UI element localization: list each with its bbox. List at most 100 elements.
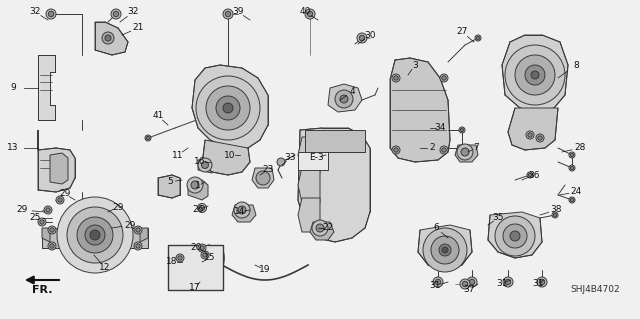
Text: 29: 29 — [16, 205, 28, 214]
Circle shape — [50, 244, 54, 248]
Text: 34: 34 — [435, 123, 445, 132]
Circle shape — [134, 226, 142, 234]
Text: 39: 39 — [232, 8, 244, 17]
Circle shape — [461, 148, 469, 156]
Circle shape — [460, 128, 463, 132]
Circle shape — [216, 96, 240, 120]
Text: 2: 2 — [429, 144, 435, 152]
Circle shape — [223, 103, 233, 113]
Text: E-3: E-3 — [308, 153, 323, 162]
Polygon shape — [252, 168, 274, 188]
Circle shape — [223, 9, 233, 19]
Text: 27: 27 — [456, 27, 468, 36]
Circle shape — [537, 277, 547, 287]
Text: 28: 28 — [574, 144, 586, 152]
Circle shape — [503, 224, 527, 248]
Circle shape — [113, 11, 119, 17]
Circle shape — [56, 196, 64, 204]
Polygon shape — [42, 228, 148, 248]
Circle shape — [102, 32, 114, 44]
Polygon shape — [508, 108, 558, 150]
Circle shape — [392, 146, 400, 154]
Circle shape — [538, 136, 542, 140]
Circle shape — [423, 228, 467, 272]
Polygon shape — [328, 84, 362, 112]
Text: 23: 23 — [262, 166, 274, 174]
Circle shape — [277, 158, 285, 166]
Polygon shape — [192, 65, 268, 148]
Text: 4: 4 — [349, 87, 355, 97]
Circle shape — [147, 136, 150, 140]
Circle shape — [58, 198, 62, 202]
Circle shape — [46, 9, 56, 19]
Circle shape — [536, 134, 544, 142]
Circle shape — [335, 90, 353, 108]
Bar — [168, 245, 223, 290]
Circle shape — [540, 279, 545, 285]
Circle shape — [505, 45, 565, 105]
Text: 31: 31 — [532, 279, 544, 288]
Circle shape — [206, 86, 250, 130]
Polygon shape — [198, 160, 218, 173]
Circle shape — [238, 206, 246, 214]
Circle shape — [48, 242, 56, 250]
Circle shape — [569, 152, 575, 158]
Polygon shape — [95, 22, 128, 55]
Circle shape — [44, 206, 52, 214]
Text: 20: 20 — [190, 243, 202, 253]
Circle shape — [203, 253, 207, 257]
Polygon shape — [50, 153, 68, 184]
Circle shape — [200, 246, 204, 250]
Circle shape — [136, 244, 140, 248]
Circle shape — [316, 224, 324, 232]
Circle shape — [187, 177, 203, 193]
Text: 29: 29 — [112, 203, 124, 211]
Circle shape — [526, 131, 534, 139]
Circle shape — [442, 247, 448, 253]
Circle shape — [394, 148, 398, 152]
Circle shape — [198, 158, 212, 172]
Circle shape — [359, 35, 365, 41]
Circle shape — [198, 244, 206, 252]
Polygon shape — [298, 137, 320, 173]
Circle shape — [134, 242, 142, 250]
Polygon shape — [38, 55, 55, 120]
Polygon shape — [455, 145, 478, 162]
Circle shape — [225, 11, 231, 17]
Circle shape — [305, 9, 315, 19]
Circle shape — [459, 127, 465, 133]
Text: 6: 6 — [433, 224, 439, 233]
Circle shape — [50, 228, 54, 232]
Circle shape — [503, 277, 513, 287]
Text: 15: 15 — [204, 254, 216, 263]
Text: 5: 5 — [167, 177, 173, 187]
Circle shape — [440, 74, 448, 82]
Circle shape — [201, 251, 209, 259]
Circle shape — [460, 279, 470, 289]
Circle shape — [467, 277, 477, 287]
Circle shape — [505, 279, 511, 285]
Text: 22: 22 — [323, 224, 333, 233]
Circle shape — [392, 74, 400, 82]
Circle shape — [90, 230, 100, 240]
Bar — [298, 152, 328, 170]
Text: 36: 36 — [528, 170, 540, 180]
Text: 37: 37 — [463, 286, 475, 294]
Circle shape — [198, 204, 207, 212]
Text: 14: 14 — [234, 207, 246, 217]
Circle shape — [48, 226, 56, 234]
Circle shape — [38, 218, 46, 226]
Circle shape — [570, 153, 573, 157]
Text: 25: 25 — [29, 213, 41, 222]
Circle shape — [457, 144, 473, 160]
Circle shape — [528, 133, 532, 137]
Circle shape — [442, 76, 446, 80]
Circle shape — [570, 198, 573, 202]
Circle shape — [433, 277, 443, 287]
Circle shape — [495, 216, 535, 256]
Circle shape — [191, 181, 199, 189]
Circle shape — [476, 36, 479, 40]
Circle shape — [178, 256, 182, 260]
Polygon shape — [298, 128, 370, 242]
Circle shape — [357, 33, 367, 43]
